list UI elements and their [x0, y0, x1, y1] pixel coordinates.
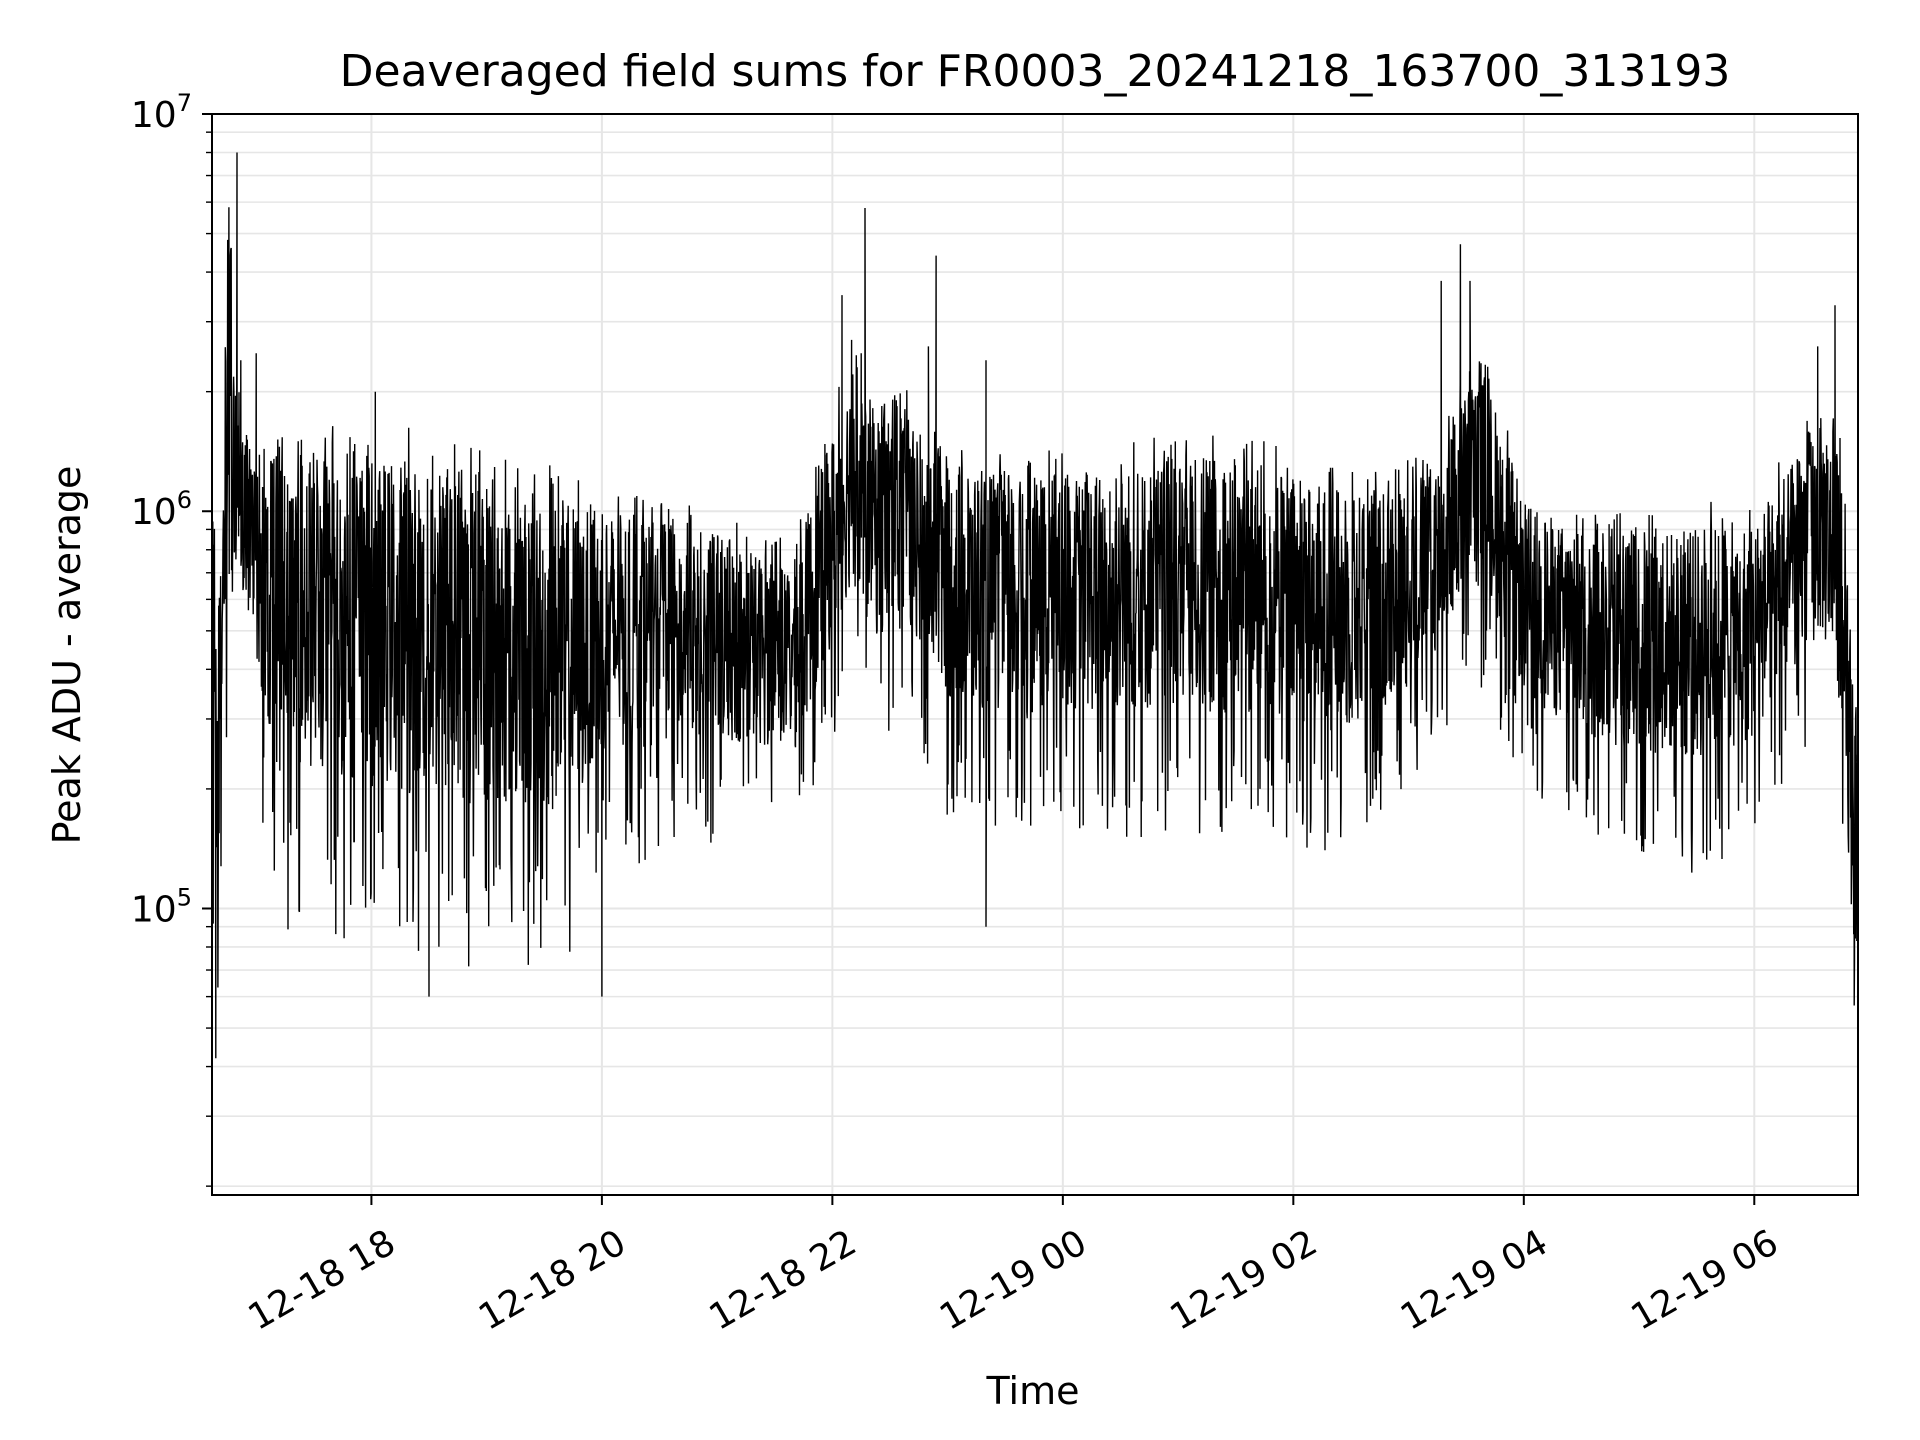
y-axis-label: Peak ADU - average — [45, 466, 89, 845]
series-line — [212, 152, 1858, 1170]
data-series — [212, 152, 1858, 1170]
y-tick-label: 106 — [131, 486, 192, 533]
y-tick-label: 105 — [131, 883, 192, 930]
y-axis: 105 106 107 — [131, 89, 212, 1187]
plot-frame — [211, 113, 1859, 1196]
x-axis-label: Time — [986, 1369, 1080, 1413]
chart-title: Deaveraged field sums for FR0003_2024121… — [340, 46, 1731, 97]
y-tick-label: 107 — [131, 89, 192, 136]
